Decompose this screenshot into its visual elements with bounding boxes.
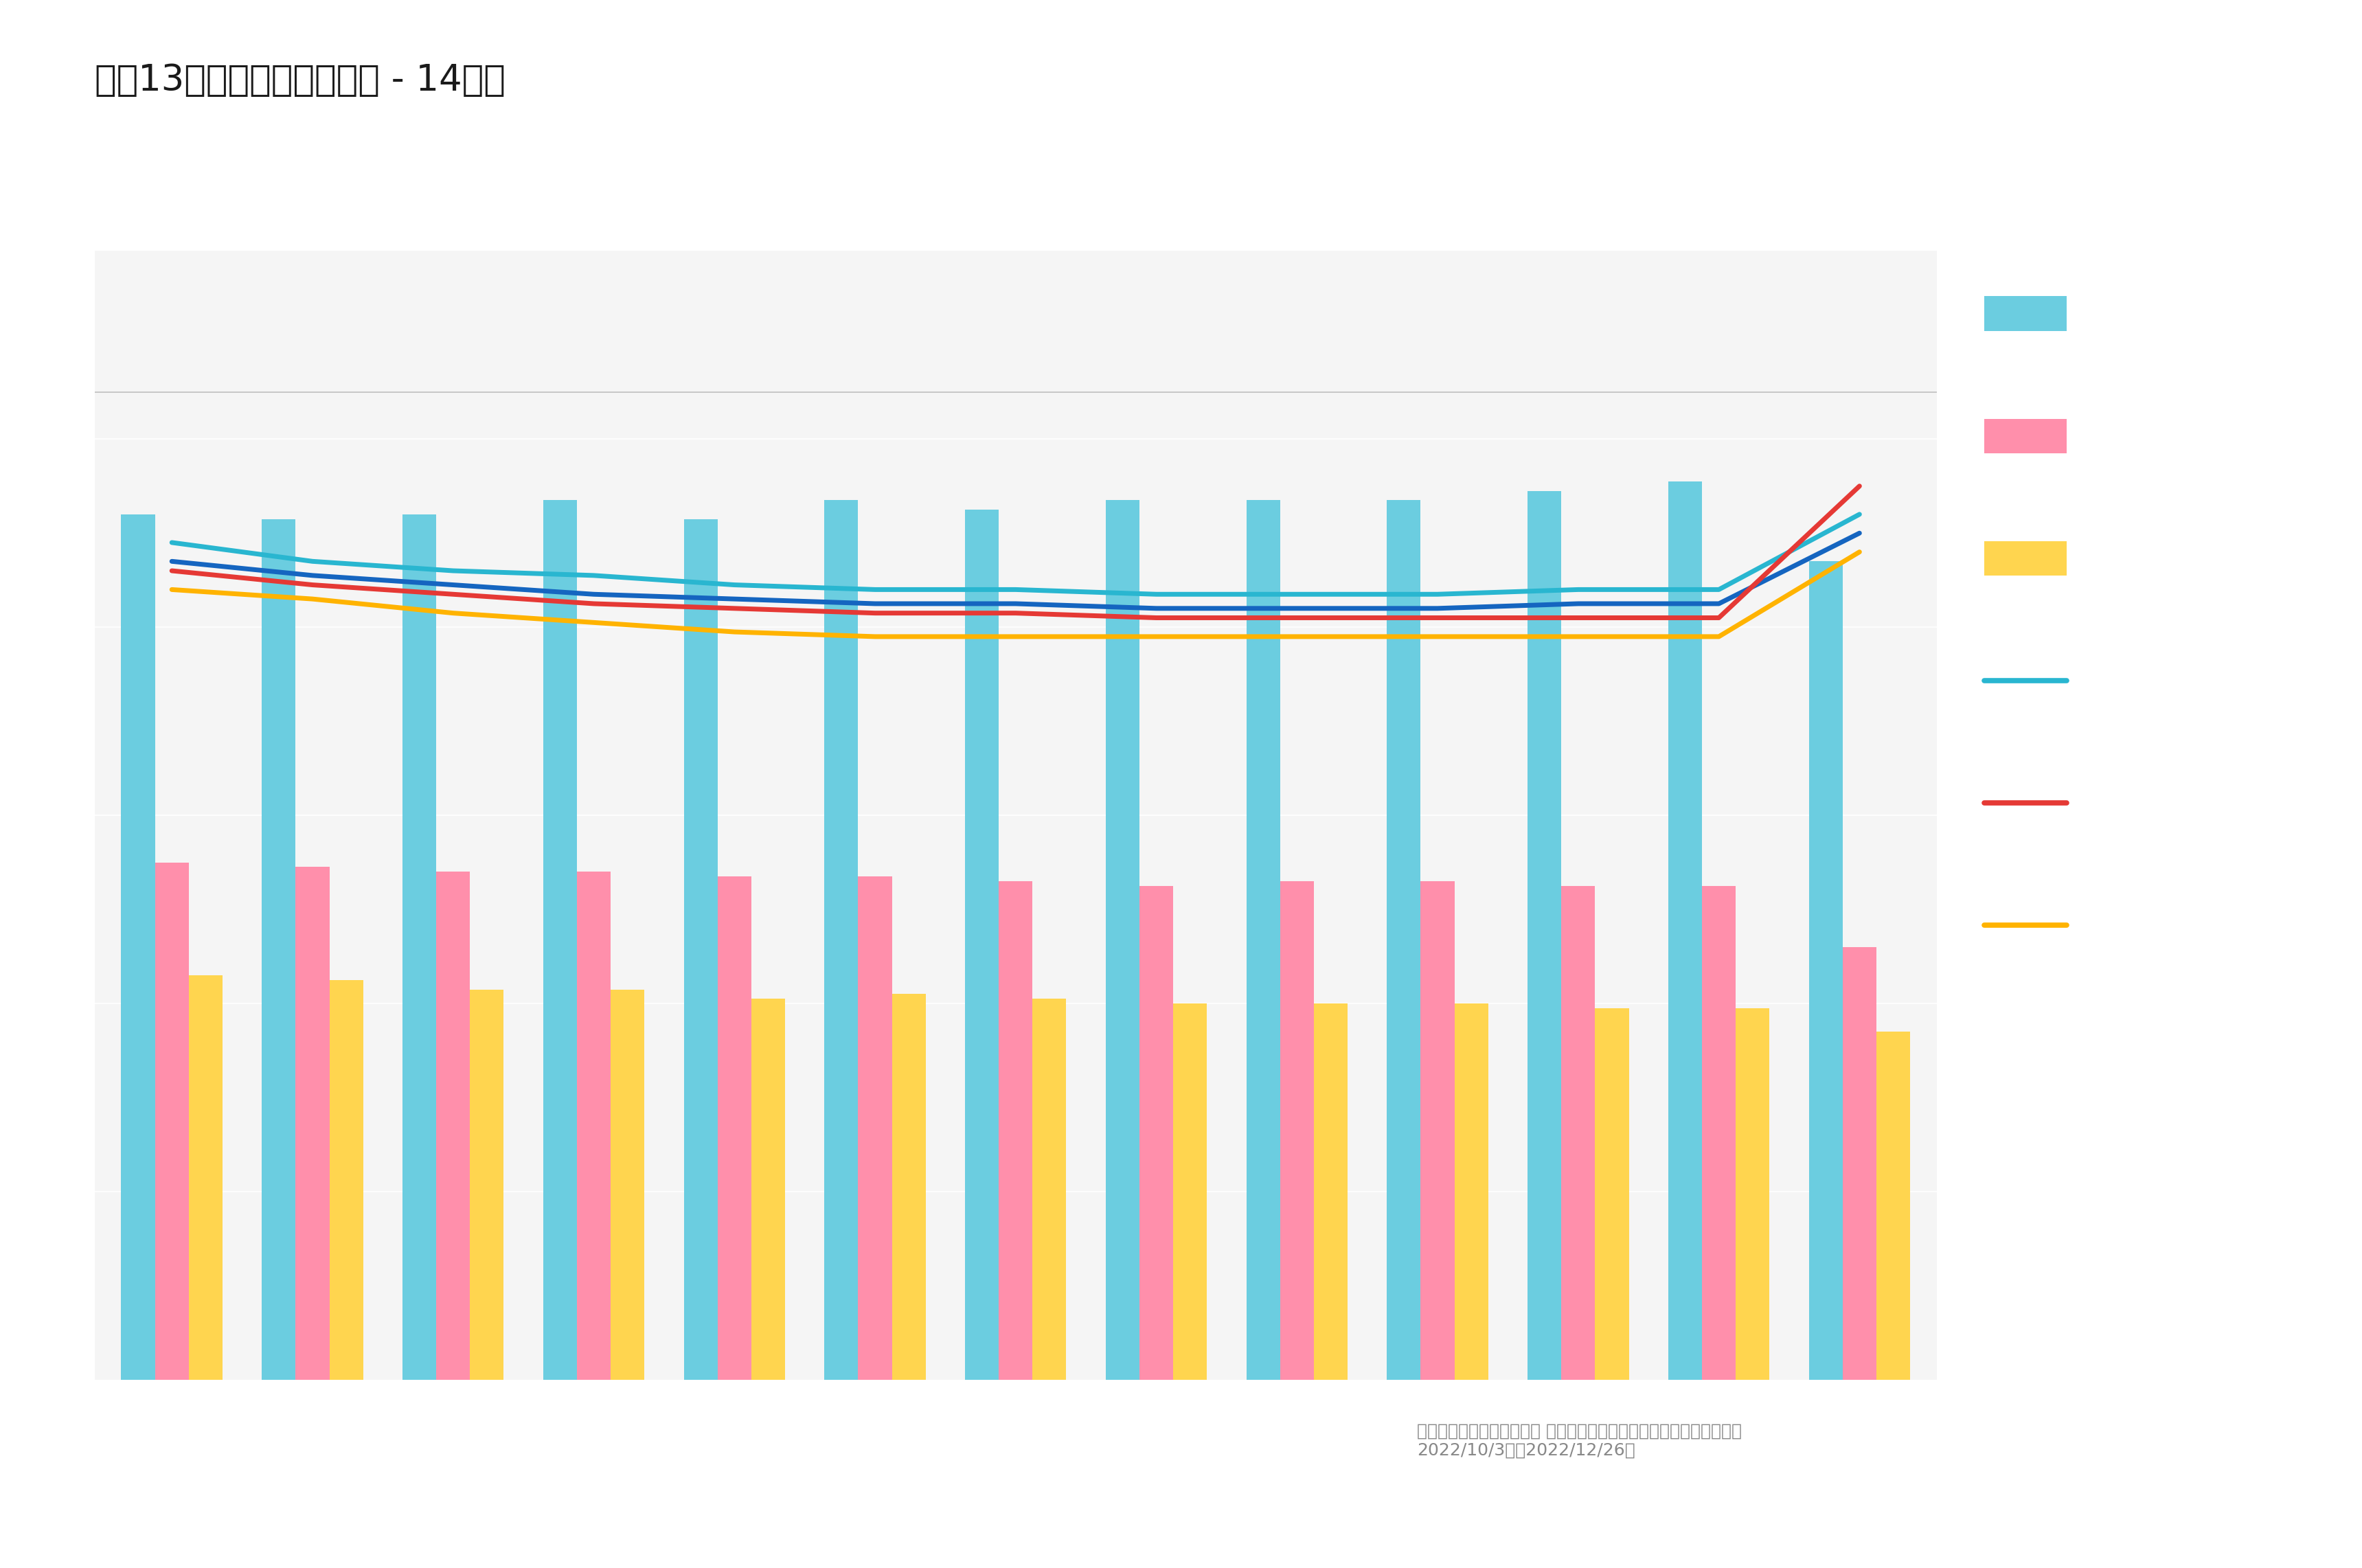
Bar xyxy=(893,994,926,1380)
Bar xyxy=(295,867,328,1380)
Text: 直近13週の人口推移　平日 - 14時台: 直近13週の人口推移 平日 - 14時台 xyxy=(94,63,505,99)
Bar xyxy=(1280,881,1313,1380)
Bar xyxy=(1842,947,1875,1380)
Bar xyxy=(1668,481,1703,1380)
Bar xyxy=(576,872,612,1380)
Bar xyxy=(999,881,1032,1380)
Bar xyxy=(1174,1004,1207,1380)
Bar xyxy=(683,519,718,1380)
Bar xyxy=(120,514,156,1380)
Bar xyxy=(1736,1008,1769,1380)
Bar xyxy=(1313,1004,1349,1380)
Bar xyxy=(1105,500,1138,1380)
Bar xyxy=(1809,561,1842,1380)
Bar xyxy=(1032,999,1065,1380)
Bar xyxy=(966,510,999,1380)
Bar xyxy=(328,980,364,1380)
Text: データ：モバイル空間統計 エリア内人口分布統計（リアルタイム版）
2022/10/3週～2022/12/26週: データ：モバイル空間統計 エリア内人口分布統計（リアルタイム版） 2022/10… xyxy=(1417,1422,1743,1458)
Bar xyxy=(1247,500,1280,1380)
Bar xyxy=(156,862,189,1380)
Bar xyxy=(470,989,503,1380)
Bar xyxy=(437,872,470,1380)
Bar xyxy=(1386,500,1420,1380)
Bar xyxy=(1875,1032,1911,1380)
Bar xyxy=(824,500,857,1380)
Bar xyxy=(1528,491,1561,1380)
Bar xyxy=(1594,1008,1630,1380)
Bar xyxy=(189,975,222,1380)
Bar xyxy=(1561,886,1594,1380)
Bar xyxy=(262,519,295,1380)
Bar xyxy=(751,999,784,1380)
Bar xyxy=(402,514,437,1380)
Bar xyxy=(718,877,751,1380)
Bar xyxy=(1703,886,1736,1380)
Bar xyxy=(612,989,645,1380)
Bar xyxy=(1455,1004,1488,1380)
Bar xyxy=(543,500,576,1380)
Bar xyxy=(857,877,893,1380)
Bar xyxy=(1420,881,1455,1380)
Bar xyxy=(1138,886,1174,1380)
